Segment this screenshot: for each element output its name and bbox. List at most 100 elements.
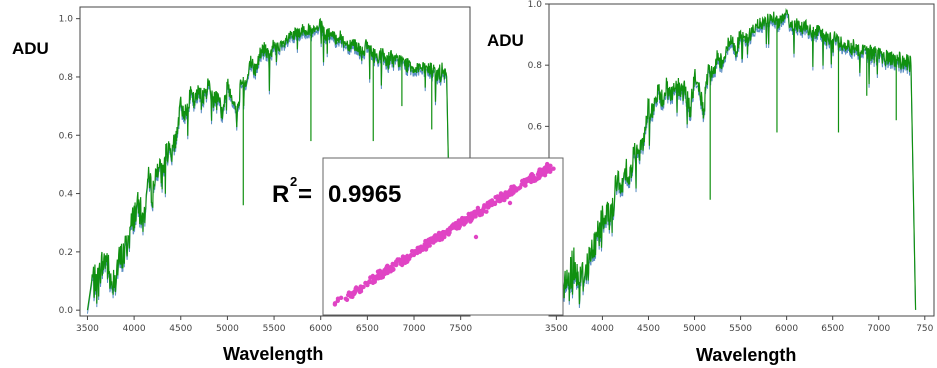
scatter-point xyxy=(353,286,358,291)
scatter-point xyxy=(498,191,504,196)
left-x-tick-label: 6000 xyxy=(309,324,332,334)
scatter-point xyxy=(442,231,447,236)
scatter-point xyxy=(358,284,363,289)
scatter-point xyxy=(517,185,523,190)
scatter-point xyxy=(462,217,467,222)
scatter-point xyxy=(511,187,516,192)
right-spectrum-line xyxy=(555,7,917,314)
left-y-tick-label: 0.0 xyxy=(59,306,74,316)
scatter-point xyxy=(429,236,435,242)
left-y-tick-label: 0.6 xyxy=(59,131,74,141)
scatter-point xyxy=(398,261,403,266)
scatter-point xyxy=(527,175,532,180)
scatter-point xyxy=(497,197,502,202)
scatter-point xyxy=(537,167,543,172)
scatter-point xyxy=(375,276,381,281)
right-y-tick-label: 0.8 xyxy=(528,61,543,71)
left-spectrum-line xyxy=(86,17,452,314)
scatter-point xyxy=(542,166,547,171)
right-x-tick-label: 750 xyxy=(916,324,933,334)
scatter-point xyxy=(531,173,536,178)
left-x-tick-label: 5500 xyxy=(263,324,286,334)
scatter-point xyxy=(391,267,396,272)
scatter-point xyxy=(395,257,400,262)
right-x-tick-label: 4000 xyxy=(591,324,614,334)
left-x-axis-label: Wavelength xyxy=(223,344,323,364)
scatter-point xyxy=(423,238,428,244)
scatter-point xyxy=(404,259,410,264)
scatter-point xyxy=(453,221,458,226)
r2-annotation: R 2 = 0.9965 xyxy=(272,174,401,208)
scatter-point xyxy=(370,273,375,279)
scatter-point xyxy=(471,210,477,215)
left-x-tick-label: 4500 xyxy=(169,324,192,334)
left-y-tick-label: 0.2 xyxy=(59,248,73,258)
right-y-axis-label: ADU xyxy=(487,31,524,50)
scatter-point xyxy=(456,225,462,231)
left-x-tick-label: 7000 xyxy=(403,324,426,334)
scatter-point xyxy=(502,193,508,198)
scatter-point xyxy=(426,239,432,245)
scatter-point xyxy=(363,280,368,286)
right-y-tick-label: 1.0 xyxy=(528,0,543,10)
left-x-tick-label: 7500 xyxy=(449,324,472,334)
scatter-point xyxy=(417,249,423,254)
left-y-tick-label: 1.0 xyxy=(59,15,74,25)
scatter-point xyxy=(370,280,376,285)
scatter-point xyxy=(462,221,467,226)
right-x-tick-label: 7000 xyxy=(867,324,890,334)
left-x-tick-label: 5000 xyxy=(216,324,239,334)
scatter-point xyxy=(344,297,350,302)
scatter-point xyxy=(468,219,473,224)
right-x-tick-label: 4500 xyxy=(637,324,660,334)
left-y-tick-label: 0.4 xyxy=(59,190,74,200)
scatter-point xyxy=(367,279,372,284)
r2-value: 0.9965 xyxy=(328,181,401,208)
right-x-tick-label: 5000 xyxy=(683,324,706,334)
scatter-point xyxy=(457,218,462,223)
r2-scatter-inset xyxy=(322,157,564,316)
right-x-tick-label: 3500 xyxy=(545,324,568,334)
right-y-tick-label: 0.6 xyxy=(528,122,543,132)
left-y-axis-label: ADU xyxy=(12,39,49,58)
scatter-point xyxy=(468,215,473,220)
scatter-point xyxy=(473,214,478,219)
scatter-point xyxy=(332,301,338,306)
right-axis-ticks: 3500 4000 4500 5000 5500 6000 6500 7000 750 0.6 0.… xyxy=(528,0,934,334)
scatter-point xyxy=(431,240,436,245)
scatter-point xyxy=(447,227,453,232)
scatter-point xyxy=(405,253,410,259)
scatter-point xyxy=(484,209,489,214)
scatter-point xyxy=(473,234,479,240)
right-main-series xyxy=(555,7,917,310)
scatter-point xyxy=(393,262,399,268)
scatter-point xyxy=(493,195,498,200)
left-x-tick-label: 3500 xyxy=(76,324,99,334)
scatter-point xyxy=(346,290,352,295)
scatter-point xyxy=(507,192,513,197)
inset-scatter-points xyxy=(332,161,556,307)
right-x-axis-label: Wavelength xyxy=(696,345,796,365)
scatter-point xyxy=(486,200,492,205)
scatter-point xyxy=(385,263,390,268)
right-x-tick-label: 6000 xyxy=(775,324,798,334)
scatter-point xyxy=(536,174,542,179)
scatter-point xyxy=(521,178,526,183)
scatter-point xyxy=(409,249,415,254)
scatter-point xyxy=(546,167,551,172)
scatter-point xyxy=(351,289,357,295)
left-x-tick-label: 6500 xyxy=(356,324,379,334)
left-x-tick-label: 4000 xyxy=(123,324,146,334)
right-x-tick-label: 6500 xyxy=(821,324,844,334)
right-x-tick-label: 5500 xyxy=(729,324,752,334)
r2-equals: = xyxy=(298,181,312,208)
scatter-point xyxy=(446,232,451,237)
scatter-point xyxy=(416,246,421,251)
scatter-point xyxy=(435,234,440,240)
r2-label: R xyxy=(272,181,289,208)
scatter-point xyxy=(477,212,483,218)
scatter-point xyxy=(522,183,528,188)
scatter-point xyxy=(423,244,428,249)
scatter-point xyxy=(408,253,413,259)
scatter-point xyxy=(527,178,532,183)
